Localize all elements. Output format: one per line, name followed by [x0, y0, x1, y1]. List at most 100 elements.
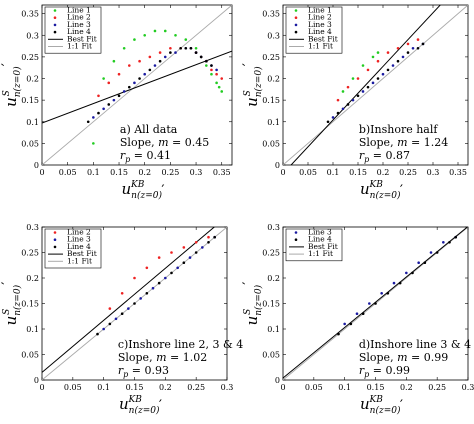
data-point [184, 46, 188, 50]
y-tick-label: 0.35 [262, 10, 280, 19]
data-point [164, 276, 167, 280]
legend-label: 1:1 Fit [67, 42, 92, 51]
x-tick-label: 0.35 [449, 168, 467, 177]
data-point [421, 42, 425, 46]
data-point [194, 51, 198, 54]
data-point [361, 64, 365, 67]
best-fit-line [42, 50, 232, 124]
data-point [127, 307, 130, 310]
data-point [423, 261, 427, 265]
data-point [107, 81, 111, 85]
data-point [145, 266, 149, 270]
data-point [336, 98, 340, 102]
legend-label: Line 2 [67, 228, 91, 237]
legend-label: Line 2 [308, 13, 332, 22]
data-point [97, 111, 100, 115]
data-point [215, 81, 218, 85]
data-point [454, 235, 457, 239]
legend-marker [53, 9, 57, 12]
x-axis-label: un(z=0)KB ′ [119, 395, 162, 416]
data-point [341, 107, 345, 111]
data-point [417, 261, 420, 265]
y-tick-label: 0.15 [262, 300, 280, 309]
data-point [163, 29, 167, 33]
data-point [122, 46, 126, 50]
y-tick-label: 0.1 [267, 118, 280, 127]
x-tick-label: 0.1 [327, 168, 340, 177]
legend-label: Line 3 [308, 228, 332, 237]
annotation-slope: Slope, m = 0.45 [120, 136, 209, 149]
data-point [138, 77, 141, 80]
y-tick-label: 0.3 [26, 31, 39, 40]
data-point [346, 85, 350, 89]
x-tick-label: 0 [280, 168, 285, 177]
y-tick-label: 0.2 [26, 274, 39, 283]
legend-marker [294, 9, 298, 12]
y-tick-label: 0 [34, 376, 39, 385]
y-tick-label: 0 [275, 376, 280, 385]
data-point [170, 251, 173, 254]
data-point [117, 72, 121, 76]
x-tick-label: 0.2 [159, 383, 172, 392]
x-tick-label: 0.25 [399, 168, 417, 177]
data-point [448, 241, 451, 244]
x-tick-label: 0.25 [161, 168, 179, 177]
legend-label: Line 4 [67, 242, 91, 251]
data-point [386, 68, 390, 72]
data-point [210, 68, 213, 72]
y-tick-label: 0.15 [21, 300, 39, 309]
data-point [361, 90, 365, 93]
y-tick-label: 0.1 [267, 325, 280, 334]
legend-label: 1:1 Fit [308, 249, 333, 258]
data-point [127, 64, 131, 67]
legend-label: Line 3 [308, 20, 332, 29]
data-point [157, 281, 161, 285]
data-point [184, 38, 188, 41]
data-point [210, 72, 213, 76]
data-point [406, 51, 410, 54]
data-point [442, 241, 445, 244]
data-point [107, 103, 111, 106]
data-point [376, 77, 380, 80]
data-point [108, 322, 112, 326]
data-point [133, 38, 136, 41]
x-tick-label: 0.3 [221, 383, 234, 392]
data-point [97, 94, 100, 98]
data-point [139, 297, 142, 300]
data-point [148, 55, 152, 59]
x-tick-label: 0.1 [87, 168, 100, 177]
data-point [86, 120, 90, 124]
data-point [371, 81, 375, 85]
y-tick-label: 0.1 [26, 118, 39, 127]
legend-marker [294, 238, 298, 241]
x-tick-label: 0.1 [338, 383, 351, 392]
data-point [435, 251, 439, 254]
data-point [120, 292, 124, 295]
data-point [386, 292, 390, 295]
data-point [133, 276, 136, 280]
data-point [127, 85, 131, 89]
x-tick-label: 0.2 [138, 168, 151, 177]
data-point [416, 46, 420, 50]
data-point [351, 77, 355, 80]
y-tick-label: 0.25 [21, 53, 39, 62]
data-point [174, 33, 177, 37]
data-point [112, 59, 116, 63]
legend-box [285, 6, 343, 54]
best-fit-line [290, 5, 441, 165]
data-point [213, 235, 216, 239]
chart-panel-a: 0 0.05 0.1 0.15 0.2 0.25 0.3 0.35 0 0.05 0.1 0.15 0.… [0, 4, 233, 201]
data-point [133, 81, 136, 85]
legend-box [44, 6, 102, 54]
y-axis-label: un(z=0)S′ [0, 63, 23, 107]
data-point [343, 322, 346, 326]
y-tick-label: 0.05 [21, 351, 39, 360]
x-tick-label: 0.25 [428, 383, 446, 392]
data-point [207, 235, 210, 239]
data-point [401, 55, 405, 59]
data-point [112, 98, 116, 102]
legend-box [285, 228, 343, 262]
